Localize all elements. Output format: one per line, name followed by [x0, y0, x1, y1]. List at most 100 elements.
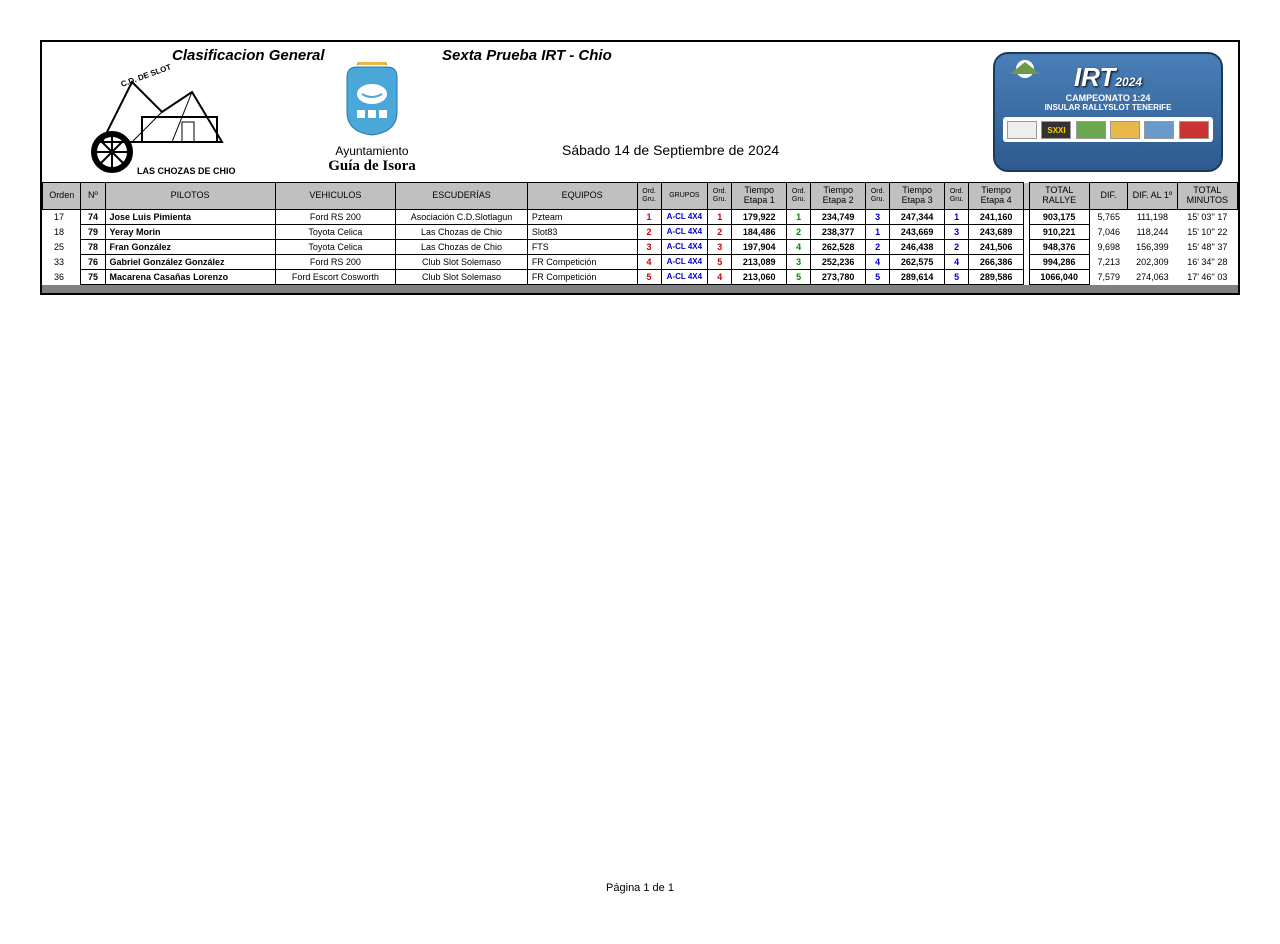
cell-equipo: Slot83 [527, 224, 637, 239]
cell-total: 903,175 [1029, 209, 1089, 224]
cell-difal: 118,244 [1128, 224, 1177, 239]
cell-equipo: FR Competición [527, 269, 637, 284]
col-etapa1: Tiempo Etapa 1 [732, 183, 787, 210]
cell-e4: 241,160 [969, 209, 1024, 224]
cell-e2: 273,780 [811, 269, 866, 284]
cell-escuderia: Las Chozas de Chio [396, 224, 528, 239]
col-tmin: TOTAL MINUTOS [1177, 183, 1237, 210]
cell-og3: 5 [787, 269, 811, 284]
cell-og5: 4 [945, 254, 969, 269]
cell-e2: 238,377 [811, 224, 866, 239]
col-orden: Orden [43, 183, 81, 210]
cell-e3: 262,575 [890, 254, 945, 269]
table-body: 17 74 Jose Luis Pimienta Ford RS 200 Aso… [43, 209, 1238, 284]
cell-dif: 7,213 [1089, 254, 1127, 269]
col-ordgru1: Ord. Gru. [637, 183, 661, 210]
cell-og3: 3 [787, 254, 811, 269]
cell-og4: 1 [866, 224, 890, 239]
col-dif: DIF. [1089, 183, 1127, 210]
cell-difal: 202,309 [1128, 254, 1177, 269]
col-ordgru5: Ord. Gru. [945, 183, 969, 210]
cell-e3: 289,614 [890, 269, 945, 284]
cell-orden: 25 [43, 239, 81, 254]
cell-og3: 1 [787, 209, 811, 224]
col-pilotos: PILOTOS [105, 183, 275, 210]
event-title: Sexta Prueba IRT - Chio [442, 47, 612, 64]
cell-og1: 1 [637, 209, 661, 224]
cell-escuderia: Las Chozas de Chio [396, 239, 528, 254]
cell-e1: 213,060 [732, 269, 787, 284]
cell-equipo: Pzteam [527, 209, 637, 224]
report-container: Clasificacion General Sexta Prueba IRT -… [40, 40, 1240, 295]
cell-og1: 3 [637, 239, 661, 254]
cell-escuderia: Asociación C.D.Slotlagun [396, 209, 528, 224]
cell-piloto: Gabriel González González [105, 254, 275, 269]
cell-e2: 252,236 [811, 254, 866, 269]
chozas-logo: C.D. DE SLOT LAS CHOZAS DE CHIO [82, 62, 242, 177]
cell-grupo: A-CL 4X4 [661, 254, 708, 269]
ayuntamiento-logo: Ayuntamiento Guía de Isora [312, 62, 432, 175]
cell-e4: 266,386 [969, 254, 1024, 269]
irt-sponsors: SXXI [1003, 117, 1213, 142]
col-etapa4: Tiempo Etapa 4 [969, 183, 1024, 210]
cell-vehiculo: Ford Escort Cosworth [275, 269, 396, 284]
col-ordgru4: Ord. Gru. [866, 183, 890, 210]
cell-e4: 289,586 [969, 269, 1024, 284]
cell-num: 75 [81, 269, 105, 284]
cell-tmin: 16' 34'' 28 [1177, 254, 1237, 269]
cell-piloto: Jose Luis Pimienta [105, 209, 275, 224]
cell-dif: 7,046 [1089, 224, 1127, 239]
cell-grupo: A-CL 4X4 [661, 239, 708, 254]
cell-og3: 4 [787, 239, 811, 254]
cell-dif: 5,765 [1089, 209, 1127, 224]
cell-e2: 234,749 [811, 209, 866, 224]
cell-grupo: A-CL 4X4 [661, 269, 708, 284]
cell-og2: 1 [708, 209, 732, 224]
cell-og5: 3 [945, 224, 969, 239]
page-footer: Página 1 de 1 [0, 882, 1280, 894]
table-row: 33 76 Gabriel González González Ford RS … [43, 254, 1238, 269]
cell-orden: 17 [43, 209, 81, 224]
col-escuderias: ESCUDERÍAS [396, 183, 528, 210]
cell-og4: 2 [866, 239, 890, 254]
cell-piloto: Yeray Morin [105, 224, 275, 239]
cell-orden: 36 [43, 269, 81, 284]
ayuntamiento-line1: Ayuntamiento [312, 144, 432, 158]
cell-tmin: 15' 48'' 37 [1177, 239, 1237, 254]
ayuntamiento-line2: Guía de Isora [312, 158, 432, 175]
col-vehiculos: VEHICULOS [275, 183, 396, 210]
cell-vehiculo: Toyota Celica [275, 239, 396, 254]
event-date: Sábado 14 de Septiembre de 2024 [562, 142, 779, 158]
cell-num: 74 [81, 209, 105, 224]
cell-og4: 3 [866, 209, 890, 224]
cell-e3: 247,344 [890, 209, 945, 224]
cell-escuderia: Club Slot Solemaso [396, 254, 528, 269]
cell-total: 910,221 [1029, 224, 1089, 239]
irt-sub1: CAMPEONATO 1:24 [1003, 93, 1213, 103]
chozas-bottom-text: LAS CHOZAS DE CHIO [137, 166, 236, 176]
cell-og5: 2 [945, 239, 969, 254]
table-header-row: Orden Nº PILOTOS VEHICULOS ESCUDERÍAS EQ… [43, 183, 1238, 210]
cell-og2: 4 [708, 269, 732, 284]
cell-og2: 5 [708, 254, 732, 269]
cell-og4: 5 [866, 269, 890, 284]
cell-orden: 33 [43, 254, 81, 269]
cell-e1: 179,922 [732, 209, 787, 224]
cell-equipo: FR Competición [527, 254, 637, 269]
cell-og1: 2 [637, 224, 661, 239]
cell-piloto: Macarena Casañas Lorenzo [105, 269, 275, 284]
table-row: 36 75 Macarena Casañas Lorenzo Ford Esco… [43, 269, 1238, 284]
col-grupos: GRUPOS [661, 183, 708, 210]
cell-e2: 262,528 [811, 239, 866, 254]
cell-vehiculo: Ford RS 200 [275, 209, 396, 224]
cell-difal: 156,399 [1128, 239, 1177, 254]
cell-e3: 243,669 [890, 224, 945, 239]
cell-og2: 3 [708, 239, 732, 254]
table-row: 25 78 Fran González Toyota Celica Las Ch… [43, 239, 1238, 254]
cell-dif: 9,698 [1089, 239, 1127, 254]
col-total: TOTAL RALLYE [1029, 183, 1089, 210]
col-etapa3: Tiempo Etapa 3 [890, 183, 945, 210]
bottom-bar [42, 285, 1238, 293]
cell-dif: 7,579 [1089, 269, 1127, 284]
cell-tmin: 17' 46'' 03 [1177, 269, 1237, 284]
